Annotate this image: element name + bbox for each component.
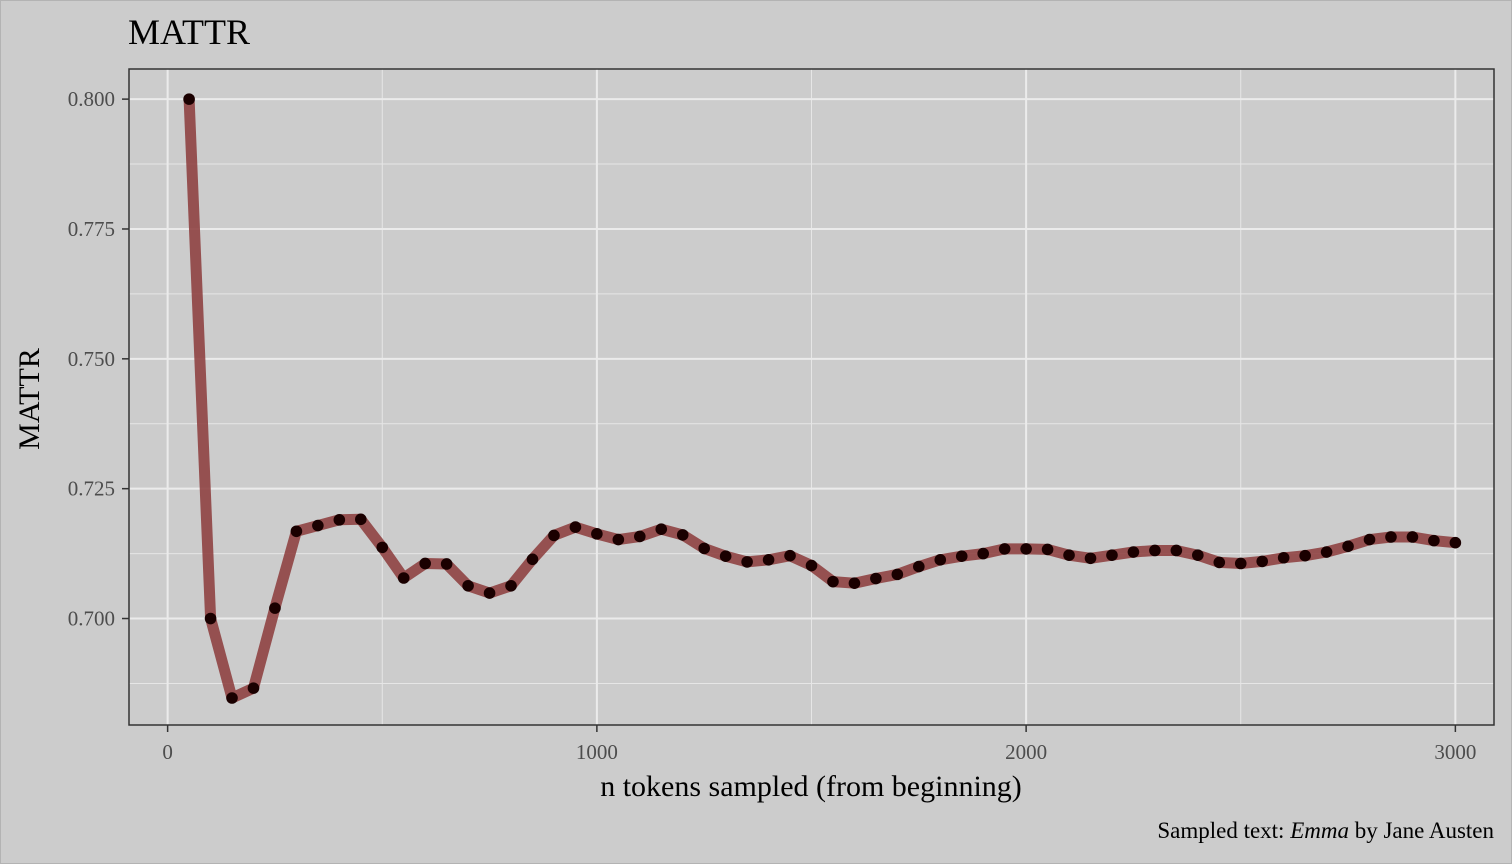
data-point [1449, 536, 1462, 549]
x-tick-label: 0 [162, 740, 173, 764]
data-point [1363, 533, 1376, 546]
x-tick-label: 1000 [576, 740, 618, 764]
data-point [1020, 543, 1032, 555]
x-tick-label: 3000 [1434, 740, 1476, 764]
data-point [719, 550, 732, 562]
data-point [269, 602, 281, 614]
data-point [462, 580, 474, 592]
data-point [676, 529, 689, 541]
data-point [848, 577, 861, 590]
data-point [1063, 549, 1075, 561]
minor-gridlines [129, 69, 1494, 725]
x-axis: 0 1000 2000 3000 [162, 725, 1476, 764]
caption-suffix: by Jane Austen [1349, 818, 1495, 843]
data-point [870, 572, 882, 585]
data-point [1406, 531, 1419, 543]
data-point [354, 513, 367, 526]
data-point [1234, 557, 1247, 570]
series-layer [183, 93, 1462, 704]
data-point [1192, 549, 1204, 561]
data-point [1385, 531, 1397, 543]
data-point [1320, 546, 1333, 558]
data-point [440, 558, 453, 570]
data-point [998, 543, 1011, 555]
x-tick-label: 2000 [1005, 740, 1047, 764]
data-point [1084, 552, 1097, 565]
data-point [891, 568, 904, 581]
caption-book-title: Emma [1289, 818, 1349, 843]
data-point [1256, 555, 1269, 568]
data-point [934, 554, 947, 566]
data-point [741, 556, 753, 568]
data-point [1277, 551, 1290, 564]
data-point [569, 521, 582, 533]
data-point [1299, 549, 1311, 562]
data-point [1213, 556, 1226, 569]
chart-caption: Sampled text: Emma by Jane Austen [1157, 818, 1494, 843]
data-point [1149, 544, 1161, 557]
data-point [784, 549, 796, 562]
data-point [183, 93, 195, 105]
data-point [312, 519, 324, 532]
data-point [762, 554, 775, 566]
y-axis: 0.700 0.725 0.750 0.775 0.800 [68, 87, 129, 631]
data-point [634, 530, 646, 543]
major-gridlines [129, 69, 1494, 725]
data-point [397, 572, 410, 584]
y-tick-label: 0.800 [68, 87, 115, 111]
data-point [955, 550, 968, 562]
data-point [226, 692, 238, 704]
data-point [333, 514, 346, 526]
data-point [1106, 549, 1118, 561]
data-point [1041, 543, 1054, 556]
y-tick-label: 0.750 [68, 347, 115, 371]
panel-border [128, 68, 1495, 726]
data-point [612, 533, 625, 546]
data-point [548, 529, 560, 542]
data-point [483, 587, 496, 599]
data-point [1170, 544, 1183, 557]
data-point [247, 682, 260, 694]
x-axis-title: n tokens sampled (from beginning) [600, 770, 1022, 803]
data-point [1428, 534, 1440, 547]
data-point [977, 547, 989, 560]
caption-prefix: Sampled text: [1157, 818, 1290, 843]
data-point [419, 557, 431, 570]
data-point [827, 575, 839, 588]
y-tick-label: 0.775 [68, 217, 115, 241]
data-point [805, 559, 818, 572]
data-point [655, 523, 668, 535]
data-point [505, 580, 517, 592]
chart-title: MATTR [128, 12, 250, 52]
y-axis-title: MATTR [13, 348, 46, 450]
data-point [204, 612, 217, 625]
data-point [376, 541, 389, 554]
y-tick-label: 0.725 [68, 477, 115, 501]
data-point [526, 553, 539, 566]
data-point [1342, 540, 1354, 553]
data-point [913, 560, 925, 573]
y-tick-label: 0.700 [68, 607, 115, 631]
data-point [1127, 546, 1140, 558]
data-point [591, 528, 603, 540]
data-point [290, 525, 303, 538]
data-point [698, 542, 710, 555]
